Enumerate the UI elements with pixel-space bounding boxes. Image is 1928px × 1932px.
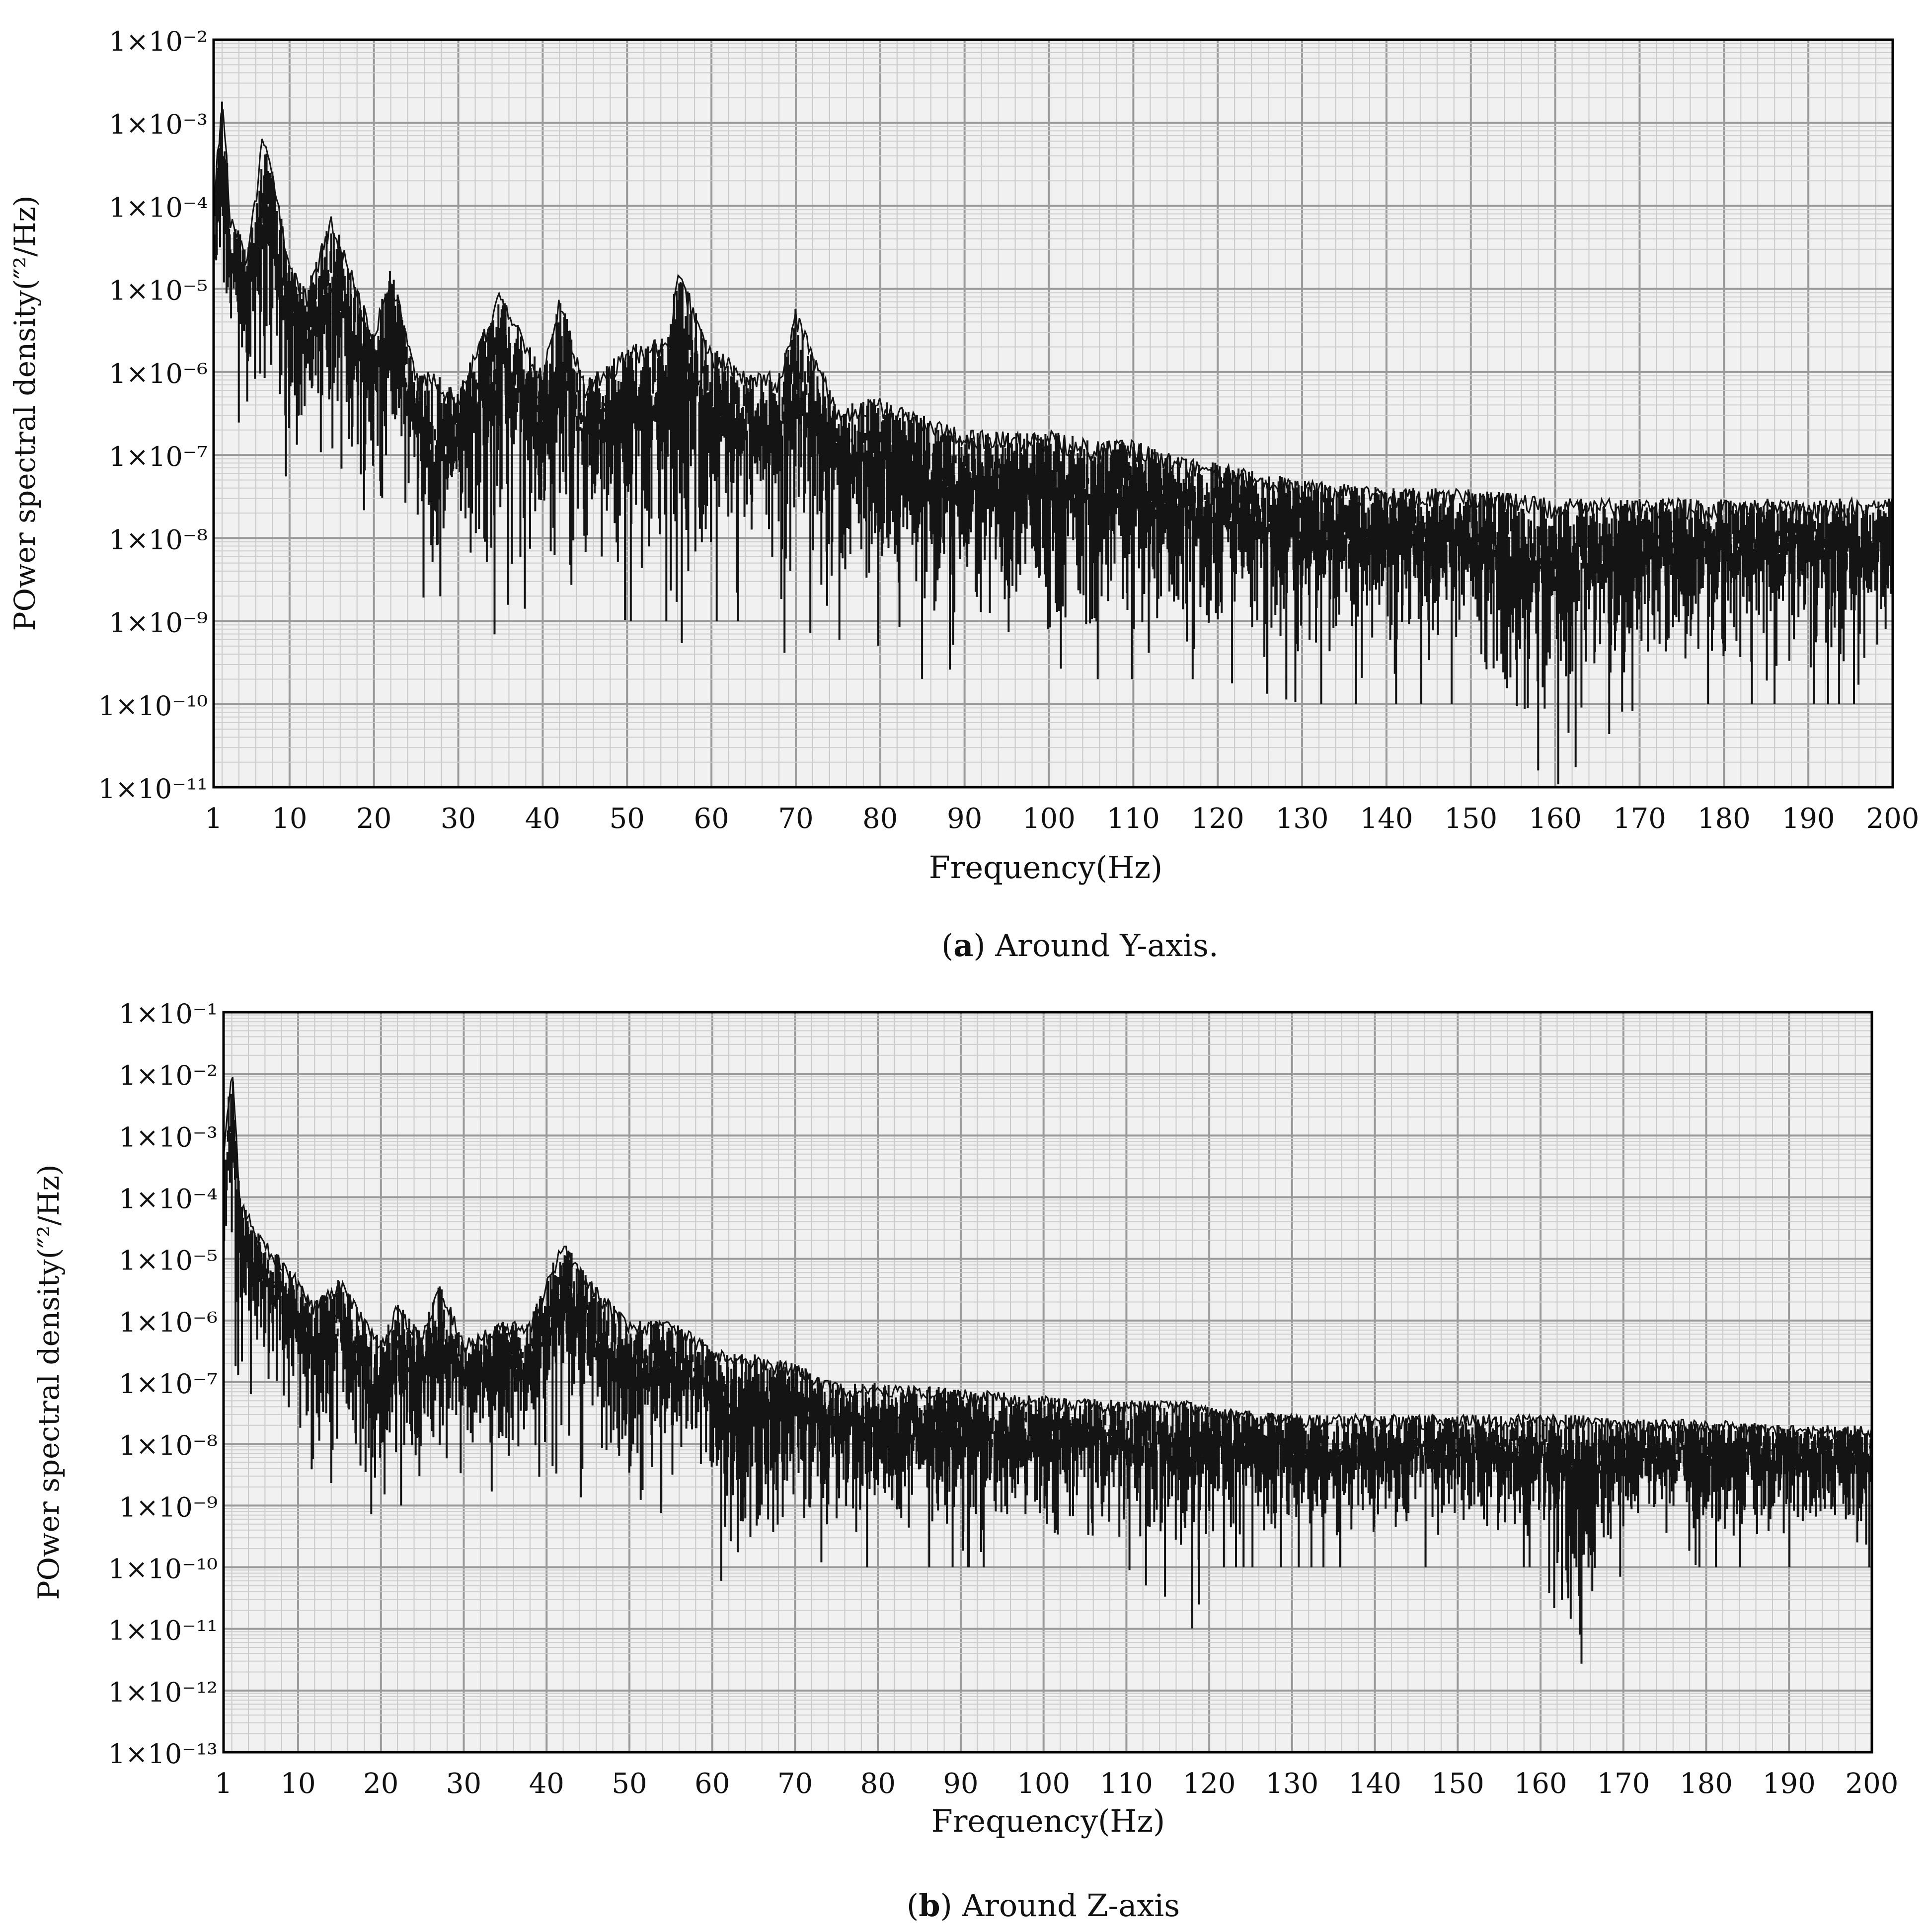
x-tick-label: 170 bbox=[1613, 803, 1666, 835]
y-tick-label: 1×10⁻¹⁰ bbox=[108, 1554, 218, 1585]
x-tick-label: 10 bbox=[272, 803, 307, 835]
x-tick-label: 30 bbox=[441, 803, 476, 835]
y-tick-label: 1×10⁻¹ bbox=[119, 998, 218, 1030]
x-tick-label: 90 bbox=[943, 1768, 978, 1800]
y-tick-label: 1×10⁻⁴ bbox=[119, 1184, 218, 1215]
caption-b-text: Around Z-axis bbox=[961, 1887, 1180, 1924]
y-tick-labels-a: 1×10⁻¹¹ 1×10⁻¹⁰ 1×10⁻⁹ 1×10⁻⁸ 1×10⁻⁷ 1×10⁻⁶ 1×… bbox=[98, 26, 208, 805]
y-tick-label: 1×10⁻⁷ bbox=[109, 441, 208, 472]
y-tick-label: 1×10⁻⁴ bbox=[109, 192, 208, 223]
x-tick-label: 1 bbox=[215, 1768, 232, 1800]
x-tick-label: 160 bbox=[1514, 1768, 1567, 1800]
y-axis-label-a: POwer spectral density(″²/Hz) bbox=[8, 195, 42, 631]
y-tick-label: 1×10⁻³ bbox=[109, 109, 208, 140]
x-tick-labels-a: 1 10 20 30 40 50 60 70 80 90 100 110 120 130 140 150 160… bbox=[205, 803, 1919, 835]
y-tick-label: 1×10⁻¹² bbox=[108, 1677, 218, 1708]
panel-label-b: b bbox=[919, 1887, 940, 1924]
x-tick-label: 60 bbox=[694, 803, 729, 835]
caption-b-close-paren: ) bbox=[940, 1887, 962, 1924]
x-tick-label: 130 bbox=[1276, 803, 1329, 835]
x-tick-labels-b: 1 10 20 30 40 50 60 70 80 90 100 110 120 130 140 150 160… bbox=[215, 1768, 1898, 1800]
psd-line-a bbox=[213, 109, 1894, 521]
x-tick-label: 20 bbox=[356, 803, 391, 835]
x-tick-label: 140 bbox=[1348, 1768, 1401, 1800]
psd-line-b bbox=[223, 1077, 1873, 1442]
y-tick-label: 1×10⁻⁵ bbox=[109, 275, 208, 306]
x-tick-label: 170 bbox=[1597, 1768, 1650, 1800]
x-tick-label: 150 bbox=[1431, 1768, 1484, 1800]
x-tick-label: 10 bbox=[280, 1768, 315, 1800]
y-tick-label: 1×10⁻⁶ bbox=[109, 358, 208, 389]
x-tick-label: 100 bbox=[1022, 803, 1076, 835]
caption-a-close-paren: ) bbox=[973, 927, 995, 964]
x-axis-label-b: Frequency(Hz) bbox=[931, 1803, 1165, 1839]
y-tick-label: 1×10⁻⁹ bbox=[119, 1491, 218, 1523]
x-tick-label: 200 bbox=[1866, 803, 1920, 835]
y-tick-label: 1×10⁻⁸ bbox=[119, 1430, 218, 1461]
x-tick-label: 150 bbox=[1444, 803, 1497, 835]
caption-b-open-paren: ( bbox=[907, 1887, 919, 1924]
x-tick-label: 80 bbox=[860, 1768, 896, 1800]
x-tick-label: 200 bbox=[1846, 1768, 1899, 1800]
x-tick-label: 1 bbox=[205, 803, 223, 835]
caption-a-text: Around Y-axis. bbox=[995, 927, 1218, 964]
x-tick-label: 20 bbox=[363, 1768, 398, 1800]
y-tick-label: 1×10⁻¹¹ bbox=[98, 773, 208, 805]
y-tick-label: 1×10⁻⁵ bbox=[119, 1245, 218, 1276]
y-tick-label: 1×10⁻⁹ bbox=[109, 607, 208, 639]
x-tick-label: 60 bbox=[694, 1768, 730, 1800]
y-axis-label-b: POwer spectral density(″²/Hz) bbox=[32, 1164, 66, 1600]
x-axis-label-a: Frequency(Hz) bbox=[929, 849, 1162, 886]
psd-trace-a bbox=[213, 101, 1894, 785]
y-tick-label: 1×10⁻⁸ bbox=[109, 524, 208, 555]
x-tick-label: 130 bbox=[1265, 1768, 1318, 1800]
plot-frame-a bbox=[212, 38, 1894, 789]
chart-panel-a: 1×10⁻¹¹ 1×10⁻¹⁰ 1×10⁻⁹ 1×10⁻⁸ 1×10⁻⁷ 1×10⁻⁶ 1×… bbox=[8, 26, 1919, 964]
x-tick-label: 120 bbox=[1183, 1768, 1236, 1800]
plot-frame-b bbox=[222, 1011, 1873, 1754]
caption-b: (b) Around Z-axis bbox=[907, 1887, 1180, 1924]
x-tick-label: 50 bbox=[612, 1768, 647, 1800]
chart-panel-b: 1×10⁻¹³ 1×10⁻¹² 1×10⁻¹¹ 1×10⁻¹⁰ 1×10⁻⁹ 1×10⁻⁸… bbox=[32, 998, 1898, 1924]
x-tick-label: 70 bbox=[778, 803, 813, 835]
x-tick-label: 110 bbox=[1107, 803, 1160, 835]
grid-a bbox=[214, 40, 1893, 787]
y-tick-label: 1×10⁻² bbox=[119, 1060, 218, 1091]
x-tick-label: 110 bbox=[1100, 1768, 1153, 1800]
x-tick-label: 40 bbox=[529, 1768, 564, 1800]
x-tick-label: 190 bbox=[1782, 803, 1835, 835]
x-tick-label: 120 bbox=[1191, 803, 1244, 835]
x-tick-label: 90 bbox=[947, 803, 982, 835]
y-tick-label: 1×10⁻² bbox=[109, 26, 208, 57]
y-tick-label: 1×10⁻¹³ bbox=[108, 1738, 218, 1770]
x-tick-label: 50 bbox=[610, 803, 645, 835]
x-tick-label: 40 bbox=[525, 803, 560, 835]
x-tick-label: 80 bbox=[862, 803, 898, 835]
x-tick-label: 100 bbox=[1017, 1768, 1070, 1800]
y-tick-label: 1×10⁻³ bbox=[119, 1121, 218, 1153]
y-tick-labels-b: 1×10⁻¹³ 1×10⁻¹² 1×10⁻¹¹ 1×10⁻¹⁰ 1×10⁻⁹ 1×10⁻⁸… bbox=[108, 998, 218, 1770]
x-tick-label: 30 bbox=[446, 1768, 481, 1800]
caption-a: (a) Around Y-axis. bbox=[941, 927, 1219, 964]
x-tick-label: 70 bbox=[777, 1768, 813, 1800]
x-tick-label: 180 bbox=[1680, 1768, 1733, 1800]
panel-label-a: a bbox=[953, 927, 973, 964]
y-tick-label: 1×10⁻⁶ bbox=[119, 1307, 218, 1338]
x-tick-label: 160 bbox=[1529, 803, 1582, 835]
x-tick-label: 190 bbox=[1763, 1768, 1816, 1800]
y-tick-label: 1×10⁻¹⁰ bbox=[98, 690, 208, 722]
y-tick-label: 1×10⁻¹¹ bbox=[108, 1615, 218, 1646]
x-tick-label: 180 bbox=[1697, 803, 1751, 835]
caption-a-open-paren: ( bbox=[941, 927, 953, 964]
y-tick-label: 1×10⁻⁷ bbox=[119, 1368, 218, 1400]
x-tick-label: 140 bbox=[1360, 803, 1413, 835]
